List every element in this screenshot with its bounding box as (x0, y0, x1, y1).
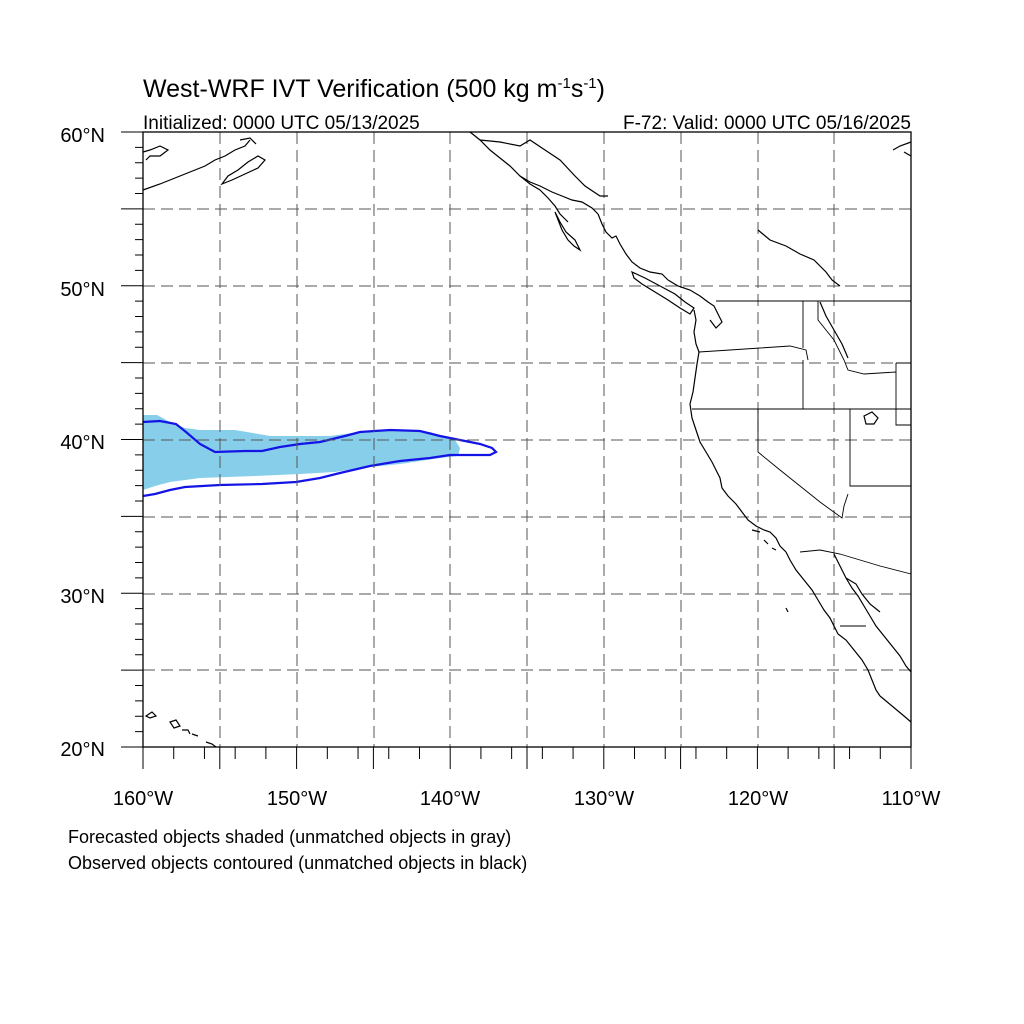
lat-label: 50°N (60, 279, 105, 301)
lon-label: 110°W (882, 788, 941, 810)
lon-label: 150°W (267, 788, 327, 810)
lat-label: 20°N (60, 739, 105, 761)
axis-ticks (121, 131, 912, 769)
forecast-object-shade (143, 415, 460, 490)
map-title: West-WRF IVT Verification (500 kg m-1s-1… (143, 75, 605, 103)
coastline (142, 131, 912, 748)
lat-label: 40°N (60, 432, 105, 454)
lat-label: 60°N (60, 125, 105, 147)
observed-object-contour (142, 419, 498, 498)
lon-label: 130°W (574, 788, 634, 810)
longitude-labels: 160°W 150°W 140°W 130°W 120°W 110°W (113, 788, 941, 810)
init-time-label: Initialized: 0000 UTC 05/13/2025 (143, 113, 420, 134)
lon-label: 160°W (113, 788, 173, 810)
lat-label: 30°N (60, 586, 105, 608)
forecast-note: Forecasted objects shaded (unmatched obj… (68, 827, 511, 847)
valid-time-label: F-72: Valid: 0000 UTC 05/16/2025 (623, 113, 911, 134)
latitude-labels: 60°N 50°N 40°N 30°N 20°N (60, 125, 105, 761)
lon-label: 140°W (420, 788, 480, 810)
map-panel (121, 131, 912, 769)
lat-lon-grid (143, 132, 911, 747)
lon-label: 120°W (728, 788, 788, 810)
observed-note: Observed objects contoured (unmatched ob… (68, 853, 527, 873)
political-borders (692, 300, 912, 627)
